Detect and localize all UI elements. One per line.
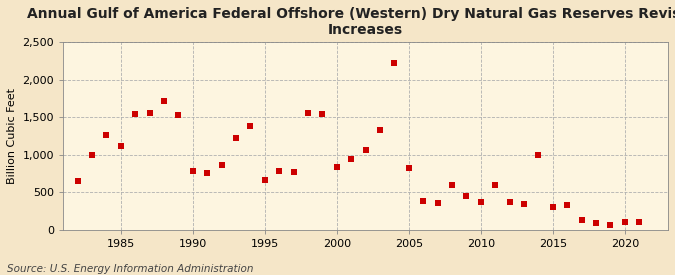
- Point: [173, 113, 184, 117]
- Text: Source: U.S. Energy Information Administration: Source: U.S. Energy Information Administ…: [7, 264, 253, 274]
- Point: [231, 136, 242, 141]
- Point: [115, 144, 126, 148]
- Point: [605, 222, 616, 227]
- Point: [274, 168, 285, 173]
- Point: [101, 133, 112, 138]
- Point: [72, 179, 83, 183]
- Point: [490, 183, 501, 187]
- Point: [144, 111, 155, 115]
- Point: [504, 200, 515, 204]
- Point: [259, 178, 270, 183]
- Point: [562, 203, 572, 207]
- Point: [634, 219, 645, 224]
- Point: [533, 153, 544, 157]
- Point: [591, 221, 601, 225]
- Point: [331, 165, 342, 169]
- Point: [202, 171, 213, 175]
- Point: [375, 128, 385, 132]
- Point: [360, 147, 371, 152]
- Point: [130, 112, 140, 117]
- Point: [461, 194, 472, 198]
- Point: [245, 123, 256, 128]
- Point: [432, 200, 443, 205]
- Point: [418, 199, 429, 204]
- Point: [389, 61, 400, 66]
- Point: [86, 153, 97, 157]
- Point: [216, 163, 227, 167]
- Point: [547, 204, 558, 209]
- Point: [475, 200, 486, 204]
- Point: [447, 183, 458, 187]
- Point: [188, 169, 198, 174]
- Point: [518, 202, 529, 207]
- Point: [317, 112, 328, 117]
- Point: [404, 165, 414, 170]
- Point: [346, 157, 356, 161]
- Y-axis label: Billion Cubic Feet: Billion Cubic Feet: [7, 88, 17, 184]
- Point: [288, 170, 299, 174]
- Point: [159, 99, 169, 103]
- Title: Annual Gulf of America Federal Offshore (Western) Dry Natural Gas Reserves Revis: Annual Gulf of America Federal Offshore …: [27, 7, 675, 37]
- Point: [576, 218, 587, 222]
- Point: [620, 220, 630, 224]
- Point: [302, 111, 313, 115]
